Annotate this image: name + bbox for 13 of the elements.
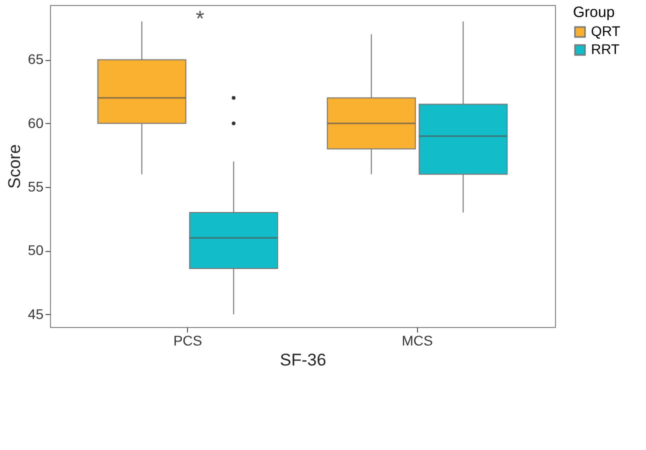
y-tick-label: 60 xyxy=(28,114,44,131)
legend-label: QRT xyxy=(591,23,621,39)
y-tick-label: 65 xyxy=(28,51,44,68)
y-axis-title: Score xyxy=(4,144,24,189)
x-axis-title: SF-36 xyxy=(280,350,326,370)
y-tick-label: 45 xyxy=(28,306,44,322)
x-tick-label: MCS xyxy=(402,332,433,348)
y-tick-label: 55 xyxy=(28,178,44,194)
y-tick-label: 50 xyxy=(28,242,44,258)
annotation: * xyxy=(196,6,205,31)
legend-title: Group xyxy=(573,4,615,21)
legend-label: RRT xyxy=(591,41,620,57)
x-tick-label: PCS xyxy=(173,332,202,348)
